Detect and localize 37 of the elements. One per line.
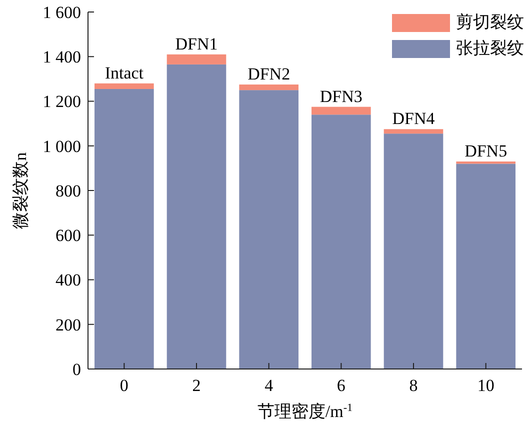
- annotation: DFN3: [320, 86, 362, 106]
- bar: [94, 83, 154, 89]
- bar: [384, 134, 444, 369]
- y-tick-label: 800: [56, 181, 81, 200]
- bar: [312, 106, 371, 115]
- y-tick-label: 200: [56, 315, 81, 334]
- annotation: DFN5: [464, 141, 508, 160]
- bar: [94, 88, 154, 369]
- y-tick-label: 400: [56, 270, 81, 290]
- annotation: Intact: [104, 63, 144, 82]
- x-tick-label: 10: [477, 376, 494, 395]
- x-tick-label: 0: [120, 376, 128, 395]
- y-axis-title: 微裂纹数n: [11, 152, 30, 229]
- bar: [166, 54, 226, 64]
- annotation: DFN1: [175, 34, 218, 54]
- annotation: DFN2: [248, 64, 290, 84]
- bar: [384, 129, 444, 134]
- bar: [239, 90, 298, 369]
- x-tick-label: 4: [264, 376, 274, 395]
- y-tick-label: 1 600: [42, 2, 81, 22]
- y-tick-label: 0: [72, 360, 81, 379]
- x-tick-label: 8: [409, 376, 418, 395]
- y-tick-label: 1 000: [42, 136, 81, 156]
- legend-label: 剪切裂纹: [456, 12, 524, 32]
- bar: [166, 64, 226, 369]
- bar: [456, 161, 516, 164]
- legend-label: 张拉裂纹: [456, 38, 524, 58]
- x-tick-label: 2: [192, 376, 201, 395]
- x-tick-label: 6: [336, 376, 346, 395]
- y-tick-label: 1 400: [42, 48, 81, 67]
- bar: [312, 114, 371, 369]
- y-tick-label: 1 200: [42, 92, 81, 112]
- annotation: DFN4: [392, 109, 436, 128]
- bar: [239, 84, 298, 90]
- x-axis-title: 节理密度/m$^{-1}$: [257, 402, 353, 421]
- y-tick-label: 600: [56, 226, 81, 246]
- bar: [456, 164, 516, 369]
